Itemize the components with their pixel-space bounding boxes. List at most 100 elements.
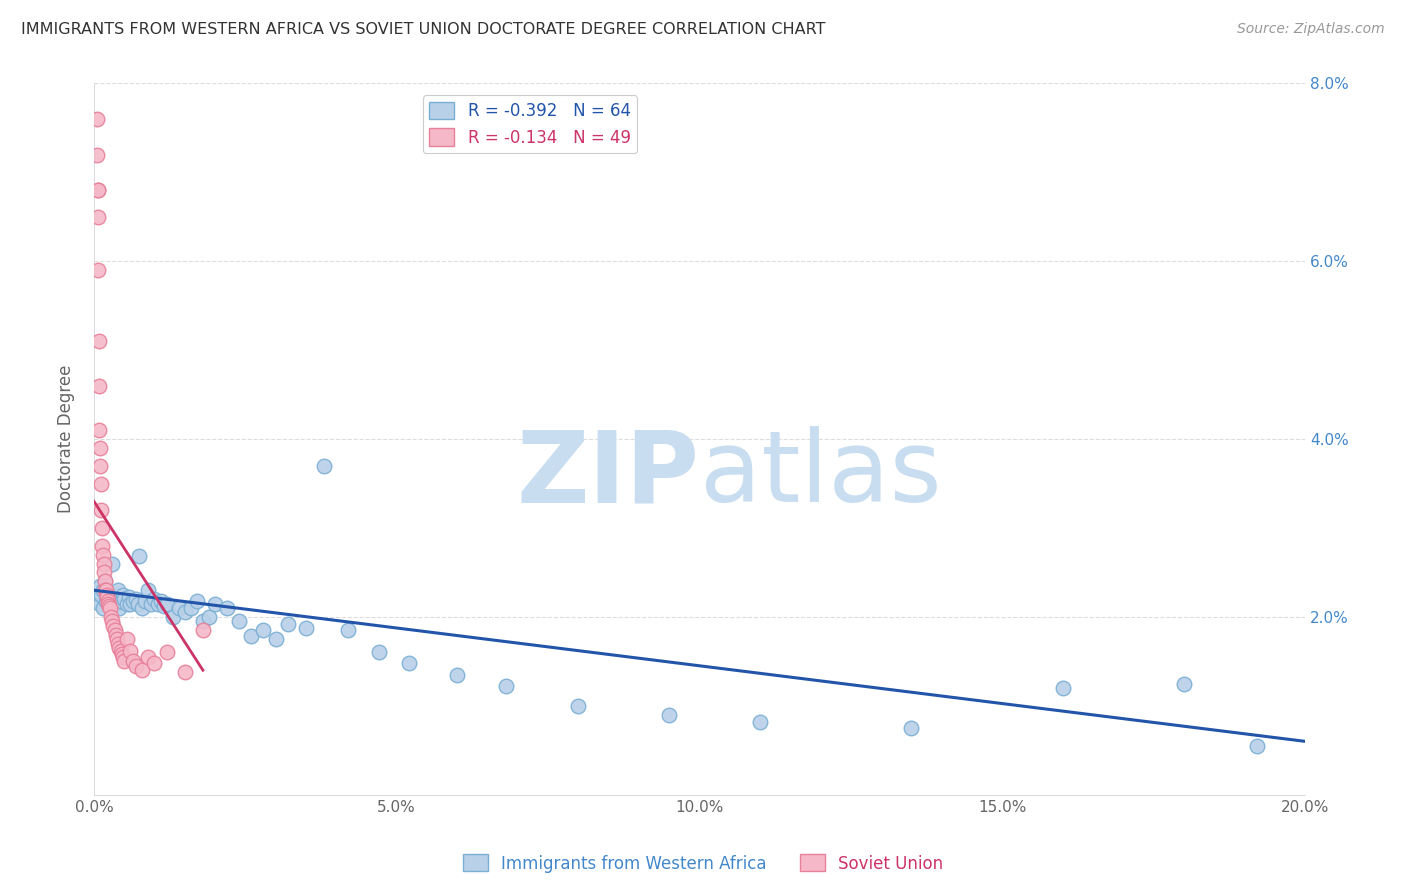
Point	[97, 594, 120, 608]
Point	[658, 707, 681, 722]
Point	[749, 714, 772, 729]
Point	[103, 619, 125, 633]
Point	[108, 601, 131, 615]
Point	[252, 624, 274, 638]
Point	[337, 624, 360, 638]
Point	[122, 654, 145, 668]
Point	[94, 583, 117, 598]
Point	[87, 592, 110, 607]
Point	[87, 378, 110, 392]
Point	[98, 588, 121, 602]
Point	[105, 588, 128, 602]
Point	[96, 585, 118, 599]
Point	[567, 698, 589, 713]
Point	[127, 597, 149, 611]
Legend: R = -0.392   N = 64, R = -0.134   N = 49: R = -0.392 N = 64, R = -0.134 N = 49	[423, 95, 637, 153]
Point	[446, 667, 468, 681]
Point	[125, 592, 148, 607]
Point	[495, 679, 517, 693]
Point	[122, 594, 145, 608]
Point	[108, 640, 131, 655]
Point	[91, 601, 114, 615]
Point	[120, 597, 142, 611]
Point	[155, 597, 177, 611]
Point	[91, 548, 114, 562]
Point	[87, 334, 110, 349]
Point	[1052, 681, 1074, 695]
Point	[198, 610, 221, 624]
Point	[101, 557, 124, 571]
Point	[89, 597, 111, 611]
Point	[103, 624, 125, 638]
Point	[143, 592, 166, 607]
Point	[91, 539, 114, 553]
Point	[90, 503, 112, 517]
Y-axis label: Doctorate Degree: Doctorate Degree	[58, 365, 75, 513]
Point	[141, 597, 163, 611]
Point	[86, 112, 108, 126]
Point	[90, 588, 112, 602]
Point	[367, 645, 389, 659]
Point	[173, 606, 195, 620]
Point	[107, 636, 129, 650]
Point	[138, 583, 160, 598]
Point	[277, 617, 299, 632]
Point	[90, 476, 112, 491]
Point	[93, 557, 115, 571]
Point	[398, 656, 420, 670]
Point	[131, 601, 153, 615]
Point	[93, 566, 115, 580]
Point	[162, 610, 184, 624]
Point	[94, 583, 117, 598]
Point	[110, 643, 132, 657]
Point	[100, 610, 122, 624]
Point	[204, 597, 226, 611]
Point	[264, 632, 287, 646]
Point	[111, 649, 134, 664]
Point	[138, 649, 160, 664]
Text: Source: ZipAtlas.com: Source: ZipAtlas.com	[1237, 22, 1385, 37]
Point	[97, 597, 120, 611]
Point	[167, 601, 190, 615]
Point	[96, 591, 118, 605]
Point	[125, 658, 148, 673]
Point	[146, 597, 169, 611]
Point	[96, 588, 118, 602]
Point	[173, 665, 195, 679]
Legend: Immigrants from Western Africa, Soviet Union: Immigrants from Western Africa, Soviet U…	[456, 847, 950, 880]
Point	[112, 592, 135, 607]
Point	[86, 183, 108, 197]
Point	[98, 599, 121, 614]
Point	[217, 601, 239, 615]
Point	[115, 597, 138, 611]
Point	[86, 147, 108, 161]
Point	[295, 621, 318, 635]
Point	[118, 591, 141, 605]
Point	[94, 574, 117, 589]
Point	[91, 583, 114, 598]
Point	[143, 656, 166, 670]
Point	[89, 423, 111, 437]
Point	[1173, 676, 1195, 690]
Point	[128, 549, 150, 564]
Text: IMMIGRANTS FROM WESTERN AFRICA VS SOVIET UNION DOCTORATE DEGREE CORRELATION CHAR: IMMIGRANTS FROM WESTERN AFRICA VS SOVIET…	[21, 22, 825, 37]
Point	[101, 615, 124, 629]
Point	[104, 628, 127, 642]
Point	[94, 594, 117, 608]
Point	[115, 632, 138, 646]
Point	[104, 597, 127, 611]
Text: atlas: atlas	[700, 426, 941, 523]
Point	[105, 632, 128, 646]
Point	[149, 594, 172, 608]
Point	[87, 183, 110, 197]
Point	[98, 601, 121, 615]
Point	[131, 663, 153, 677]
Point	[111, 588, 134, 602]
Point	[180, 601, 202, 615]
Point	[120, 643, 142, 657]
Point	[110, 594, 132, 608]
Point	[107, 583, 129, 598]
Point	[89, 441, 111, 455]
Point	[240, 630, 263, 644]
Point	[87, 263, 110, 277]
